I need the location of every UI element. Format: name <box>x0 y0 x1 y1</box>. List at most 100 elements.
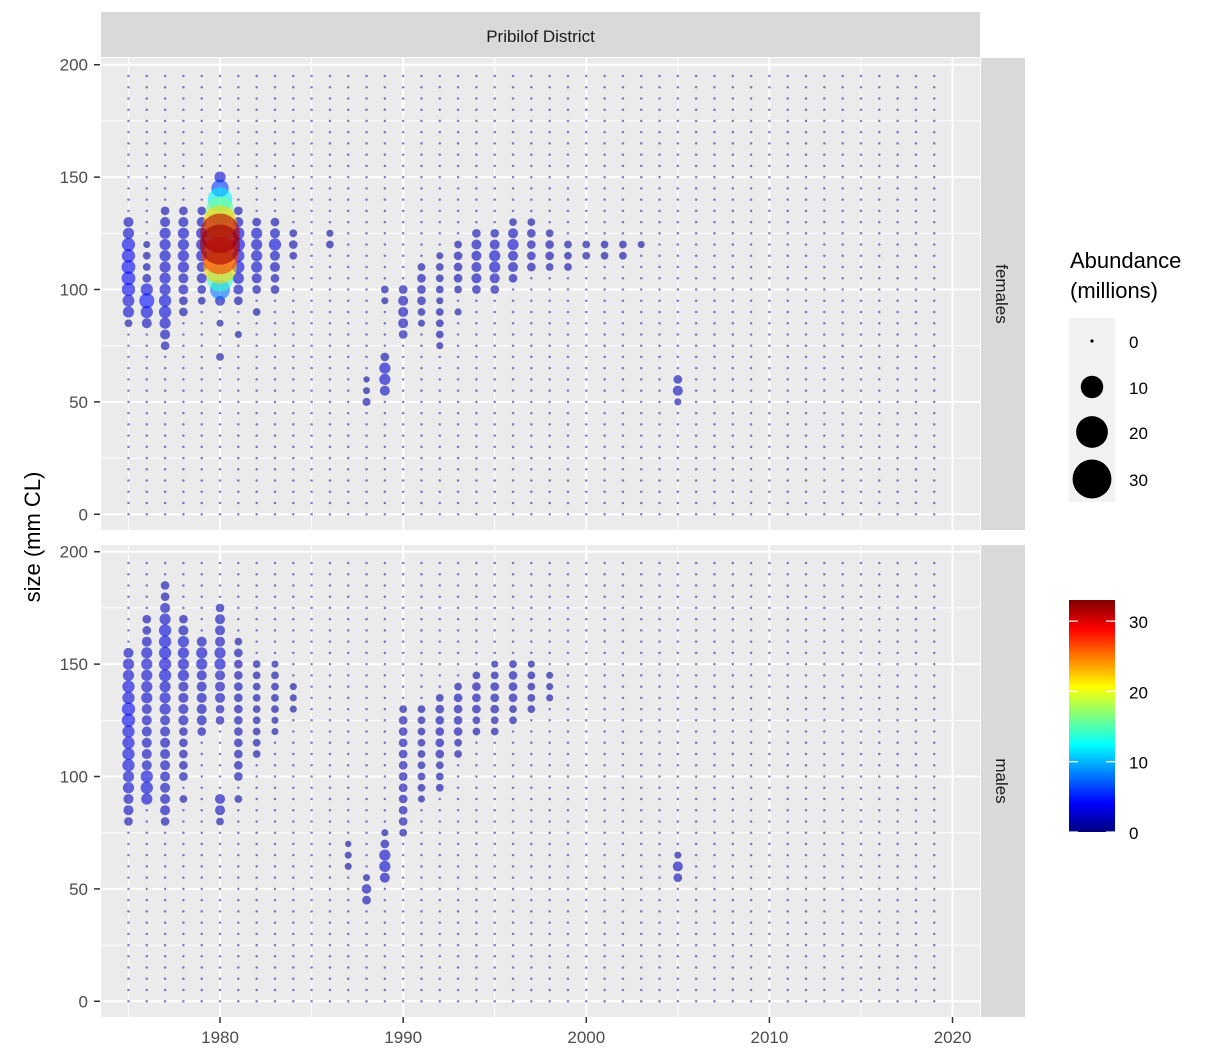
data-point <box>365 719 368 722</box>
data-point <box>786 887 789 891</box>
data-point <box>914 479 918 482</box>
data-point <box>841 277 844 280</box>
data-point <box>823 445 826 449</box>
data-point <box>914 434 918 437</box>
data-point <box>768 932 771 936</box>
data-point <box>749 831 753 834</box>
data-point <box>548 988 551 992</box>
data-point <box>768 730 771 733</box>
data-point <box>932 97 936 100</box>
data-point <box>456 595 460 598</box>
data-point <box>273 572 277 576</box>
data-point <box>292 943 295 947</box>
data-point <box>456 1000 460 1003</box>
data-point <box>365 775 368 778</box>
data-point <box>621 662 625 666</box>
data-point <box>255 842 258 846</box>
data-point <box>841 572 844 576</box>
data-point <box>218 130 222 134</box>
data-point <box>731 209 735 213</box>
data-point <box>914 730 918 733</box>
data-point <box>768 752 771 756</box>
data-point <box>713 606 716 610</box>
data-point <box>749 786 753 789</box>
data-point <box>896 696 899 700</box>
data-point <box>237 808 240 812</box>
data-point <box>328 797 332 801</box>
data-point <box>914 808 918 812</box>
data-point <box>365 310 368 314</box>
data-point <box>566 479 570 482</box>
facet-title: Pribilof District <box>486 27 595 46</box>
data-point <box>365 74 368 78</box>
data-point <box>786 153 789 156</box>
data-point <box>401 501 405 505</box>
data-point <box>768 719 771 722</box>
data-point <box>658 606 661 610</box>
data-point <box>896 445 899 449</box>
data-point <box>749 198 753 201</box>
data-point <box>896 434 899 437</box>
data-point <box>859 445 863 449</box>
data-point <box>786 775 789 778</box>
data-point <box>932 74 936 78</box>
data-point <box>145 595 149 598</box>
data-point <box>255 400 258 404</box>
data-point <box>786 898 789 902</box>
data-point <box>841 74 844 78</box>
data-point <box>530 288 533 291</box>
data-point <box>676 321 680 325</box>
data-point <box>841 741 844 745</box>
data-point <box>159 250 171 262</box>
data-point <box>271 728 279 736</box>
data-point <box>530 1000 533 1003</box>
data-point <box>420 674 423 677</box>
data-point <box>273 887 277 891</box>
data-point <box>292 490 295 494</box>
data-point <box>841 513 844 516</box>
data-point <box>218 389 222 392</box>
data-point <box>694 243 698 246</box>
data-point <box>511 513 515 516</box>
data-point <box>932 277 936 280</box>
data-point <box>310 445 313 449</box>
data-point <box>401 389 405 392</box>
data-point <box>804 119 808 123</box>
data-point <box>127 333 130 336</box>
data-point <box>453 273 463 283</box>
data-point <box>197 296 206 305</box>
data-point <box>658 355 661 359</box>
data-point <box>182 468 185 471</box>
data-point <box>878 389 881 392</box>
data-point <box>585 943 588 947</box>
data-point <box>603 831 606 834</box>
data-point <box>786 232 789 235</box>
data-point <box>878 85 881 89</box>
data-point <box>585 640 588 643</box>
data-point <box>713 321 716 325</box>
data-point <box>566 277 570 280</box>
data-point <box>566 808 570 812</box>
data-point <box>914 640 918 643</box>
data-point <box>328 977 332 981</box>
data-point <box>530 629 533 632</box>
data-point <box>566 572 570 576</box>
data-point <box>548 164 551 168</box>
data-point <box>475 74 478 78</box>
data-point <box>237 445 240 449</box>
data-point <box>218 887 222 891</box>
data-point <box>178 217 189 228</box>
data-point <box>255 584 258 587</box>
data-point <box>585 572 588 576</box>
data-point <box>585 876 588 879</box>
data-point <box>859 220 863 224</box>
data-point <box>603 355 606 359</box>
data-point <box>621 277 625 280</box>
data-point <box>749 220 753 224</box>
data-point <box>878 572 881 576</box>
data-point <box>621 730 625 733</box>
data-point <box>511 490 515 494</box>
data-point <box>140 305 153 319</box>
data-point <box>401 97 405 100</box>
data-point <box>566 288 570 291</box>
